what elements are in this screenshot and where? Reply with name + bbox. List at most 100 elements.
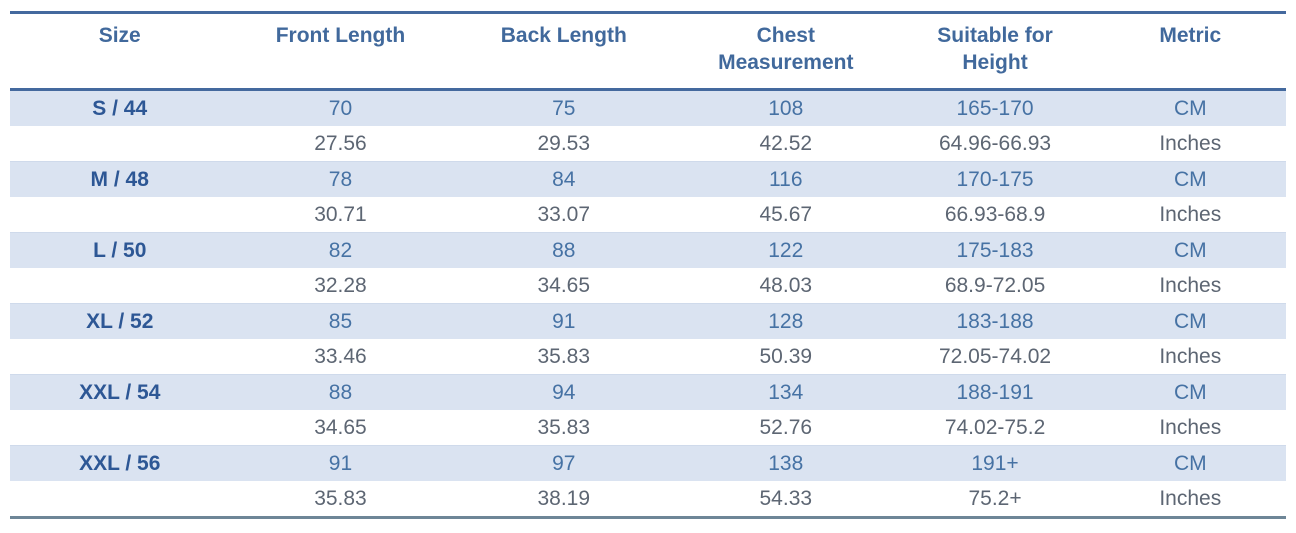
column-header-height: Suitable for Height [896,13,1095,90]
column-header-line: Front Length [275,24,406,47]
column-header-chest: Chest Measurement [676,13,895,90]
table-row: XXL / 54 88 94 134 188-191 CM [10,374,1286,410]
cell-front: 30.71 [314,202,367,226]
table-row: 34.65 35.83 52.76 74.02-75.2 Inches [10,410,1286,446]
cell-metric: Inches [1159,415,1222,439]
cell-size: XXL / 56 [79,451,161,475]
cell-back: 91 [552,309,576,333]
cell-metric: CM [1173,451,1207,475]
cell-back: 38.19 [537,486,591,510]
cell-front: 35.83 [314,486,367,510]
cell-chest: 116 [769,167,803,191]
cell-front: 91 [328,451,353,475]
cell-chest: 45.67 [759,202,813,226]
column-header-line: Height [962,51,1028,74]
cell-chest: 108 [768,96,804,120]
cell-chest: 42.52 [759,131,813,155]
cell-chest: 54.33 [759,486,813,510]
cell-size: XXL / 54 [79,380,161,404]
cell-height: 64.96-66.93 [938,131,1052,155]
column-header-back: Back Length [451,13,676,90]
table-row: XXL / 56 91 97 138 191+ CM [10,445,1286,481]
size-chart-table: Size Front Length Back Length Chest Measurem… [10,11,1286,519]
cell-size [10,339,229,375]
cell-height: 75.2+ [968,486,1022,510]
cell-height: 183-188 [956,309,1034,333]
cell-size [10,410,229,446]
cell-back: 84 [552,167,576,191]
table-row: 30.71 33.07 45.67 66.93-68.9 Inches [10,197,1286,233]
cell-chest: 134 [768,380,804,404]
cell-metric: CM [1173,380,1207,404]
header-row: Size Front Length Back Length Chest Measurem… [10,13,1286,90]
cell-size: M / 48 [90,167,149,191]
cell-height: 191+ [971,451,1019,475]
cell-back: 34.65 [537,273,591,297]
cell-front: 27.56 [314,131,367,155]
table-body: S / 44 70 75 108 165-170 CM 27.56 29.53 42.52 64.… [10,89,1286,518]
cell-metric: Inches [1159,131,1222,155]
table-row: S / 44 70 75 108 165-170 CM [10,89,1286,126]
cell-metric: Inches [1159,344,1222,368]
cell-back: 97 [552,451,576,475]
column-header-metric: Metric [1095,13,1286,90]
cell-height: 188-191 [956,380,1034,404]
size-chart-container: Size Front Length Back Length Chest Measurem… [10,11,1286,519]
cell-back: 75 [552,96,576,120]
cell-metric: Inches [1159,202,1222,226]
cell-chest: 138 [768,451,804,475]
cell-height: 68.9-72.05 [944,273,1046,297]
cell-front: 34.65 [314,415,367,439]
column-header-line: Back Length [500,24,627,47]
cell-size: L / 50 [93,238,147,262]
cell-size: XL / 52 [86,309,154,333]
cell-size [10,197,229,233]
table-row: 33.46 35.83 50.39 72.05-74.02 Inches [10,339,1286,375]
table-row: M / 48 78 84 116 170-175 CM [10,161,1286,197]
cell-size: S / 44 [92,96,148,120]
cell-height: 72.05-74.02 [938,344,1052,368]
cell-height: 66.93-68.9 [944,202,1046,226]
column-header-line: Chest [756,24,815,47]
column-header-front: Front Length [229,13,451,90]
cell-height: 175-183 [956,238,1034,262]
cell-front: 85 [328,309,353,333]
table-row: XL / 52 85 91 128 183-188 CM [10,303,1286,339]
table-row: 27.56 29.53 42.52 64.96-66.93 Inches [10,126,1286,162]
cell-size [10,268,229,304]
cell-metric: CM [1173,167,1207,191]
cell-front: 32.28 [314,273,367,297]
cell-front: 78 [328,167,353,191]
cell-front: 88 [328,380,353,404]
cell-back: 33.07 [537,202,591,226]
cell-back: 29.53 [537,131,591,155]
cell-back: 35.83 [537,344,591,368]
cell-front: 82 [328,238,353,262]
cell-size [10,481,229,518]
table-header: Size Front Length Back Length Chest Measurem… [10,13,1286,90]
cell-height: 74.02-75.2 [944,415,1046,439]
cell-back: 88 [552,238,576,262]
table-row: 32.28 34.65 48.03 68.9-72.05 Inches [10,268,1286,304]
cell-metric: CM [1173,96,1207,120]
table-row: 35.83 38.19 54.33 75.2+ Inches [10,481,1286,518]
column-header-line: Size [98,24,141,47]
table-row: L / 50 82 88 122 175-183 CM [10,232,1286,268]
cell-front: 33.46 [314,344,367,368]
cell-chest: 50.39 [759,344,813,368]
cell-height: 170-175 [956,167,1034,191]
cell-metric: CM [1173,238,1207,262]
column-header-line: Metric [1159,24,1222,47]
cell-height: 165-170 [956,96,1034,120]
cell-back: 35.83 [537,415,591,439]
cell-back: 94 [552,380,576,404]
cell-chest: 128 [768,309,804,333]
cell-chest: 52.76 [759,415,813,439]
cell-metric: Inches [1159,486,1222,510]
cell-chest: 48.03 [759,273,813,297]
cell-chest: 122 [768,238,804,262]
cell-metric: CM [1173,309,1207,333]
column-header-line: Measurement [718,51,854,74]
cell-size [10,126,229,162]
